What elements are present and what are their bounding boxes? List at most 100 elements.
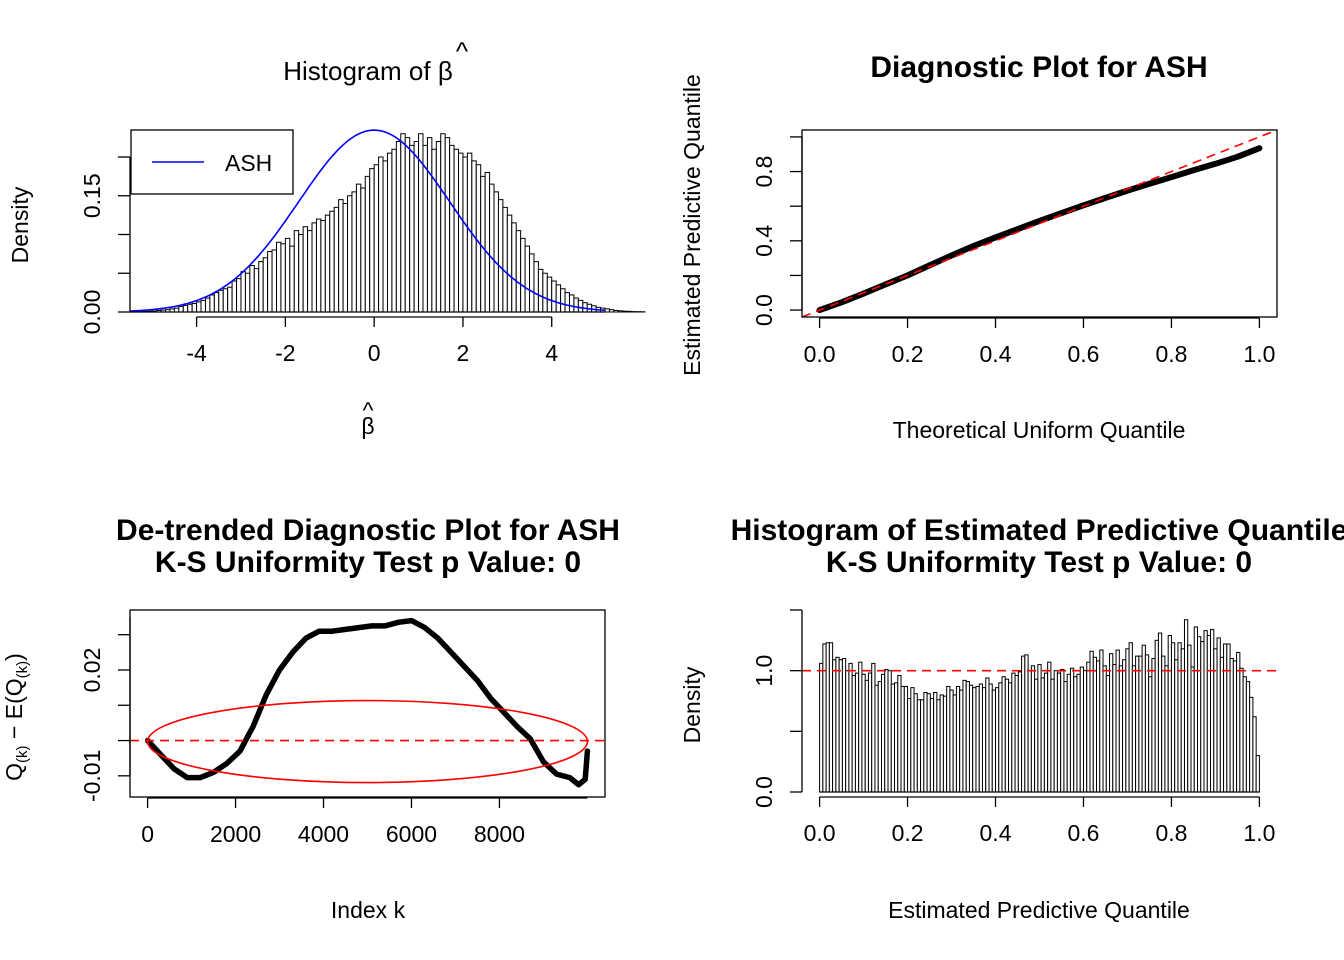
p1-bar bbox=[515, 230, 522, 313]
p3-plot bbox=[130, 617, 605, 788]
p1-bar bbox=[546, 276, 553, 313]
p1-bar bbox=[449, 144, 455, 313]
p1-bar bbox=[475, 164, 482, 313]
p3-x-tick-label: 0 bbox=[141, 821, 154, 847]
p1-bar bbox=[493, 191, 499, 313]
p1-title: Histogram of β bbox=[283, 56, 453, 86]
p1-bar bbox=[267, 251, 273, 313]
p1-bar bbox=[355, 183, 362, 313]
p2-title: Diagnostic Plot for ASH bbox=[870, 51, 1207, 84]
panel-quantile-histogram: Histogram of Estimated Predictive Quanti… bbox=[679, 514, 1344, 923]
p1-bar bbox=[191, 302, 198, 313]
p1-bar bbox=[484, 172, 491, 313]
p1-bar bbox=[622, 310, 628, 313]
p4-xlabel: Estimated Predictive Quantile bbox=[888, 897, 1190, 923]
p1-bar bbox=[440, 133, 446, 313]
panel-diagnostic: Diagnostic Plot for ASH Estimated Predic… bbox=[679, 51, 1278, 443]
p4-x-tick-label: 1.0 bbox=[1243, 820, 1275, 846]
p1-bar bbox=[329, 210, 335, 313]
p4-axes: 0.0 0.2 0.4 0.6 0.8 1.0 0.0 1.0 bbox=[751, 609, 1275, 846]
p1-bar bbox=[533, 261, 539, 313]
p1-bar bbox=[524, 245, 531, 313]
p1-x-tick-label: -2 bbox=[275, 340, 295, 366]
p1-title-hat: ^ bbox=[456, 36, 469, 66]
p1-bar bbox=[395, 141, 402, 313]
panel-detrended: De-trended Diagnostic Plot for ASH K-S U… bbox=[1, 514, 620, 923]
p3-xlabel: Index k bbox=[331, 897, 406, 923]
p1-bar bbox=[489, 183, 495, 313]
p1-bar bbox=[573, 297, 579, 313]
p1-bar bbox=[333, 206, 340, 313]
p1-bar bbox=[564, 292, 570, 313]
p1-bar bbox=[462, 156, 468, 313]
p1-bar bbox=[218, 289, 224, 313]
p1-bar bbox=[555, 284, 562, 313]
p1-bar bbox=[196, 301, 202, 313]
p1-axes: -4 -2 0 2 4 0.00 0.15 bbox=[79, 156, 605, 366]
p3-x-tick-label: 6000 bbox=[386, 821, 437, 847]
p4-ylabel: Density bbox=[679, 666, 705, 743]
p1-bar bbox=[386, 152, 393, 313]
p1-bar bbox=[240, 271, 246, 313]
p4-title-line2: K-S Uniformity Test p Value: 0 bbox=[826, 546, 1252, 579]
p2-axes: 0.0 0.2 0.4 0.6 0.8 1.0 0.0 0.4 0.8 bbox=[751, 129, 1278, 367]
p3-ylabel: Q(k) − E(Q(k)) bbox=[1, 653, 31, 781]
p4-x-tick-label: 0.0 bbox=[804, 820, 836, 846]
p2-x-tick-label: 1.0 bbox=[1243, 341, 1275, 367]
p2-reference-line bbox=[801, 129, 1278, 318]
p1-bar bbox=[236, 278, 242, 313]
p1-bar bbox=[351, 191, 357, 313]
p1-y-tick-label: 0.00 bbox=[79, 290, 105, 335]
p1-bar bbox=[551, 280, 557, 313]
p2-xlabel: Theoretical Uniform Quantile bbox=[893, 417, 1186, 443]
p1-bar bbox=[178, 306, 184, 313]
p1-bar bbox=[222, 288, 229, 313]
p1-bar bbox=[529, 253, 535, 313]
p1-bar bbox=[453, 148, 460, 313]
p2-ylabel: Estimated Predictive Quantile bbox=[679, 74, 705, 376]
p1-bar bbox=[307, 230, 313, 313]
p1-x-tick-label: 2 bbox=[457, 340, 470, 366]
p1-bar bbox=[400, 133, 406, 313]
p1-bar bbox=[227, 286, 233, 313]
p1-bar bbox=[568, 294, 575, 313]
p1-bar bbox=[604, 308, 610, 313]
p1-bar bbox=[347, 195, 353, 313]
p1-bar bbox=[249, 265, 255, 313]
p1-x-tick-label: 0 bbox=[368, 340, 381, 366]
p1-bar bbox=[262, 257, 269, 313]
p1-bar bbox=[324, 214, 331, 313]
p1-xlabel: β bbox=[361, 413, 374, 439]
p2-x-tick-label: 0.0 bbox=[804, 341, 836, 367]
p1-bar bbox=[369, 168, 375, 313]
p1-xlabel-hat: ^ bbox=[363, 397, 374, 423]
p3-y-tick-label: -0.01 bbox=[79, 750, 105, 802]
p2-x-tick-label: 0.8 bbox=[1155, 341, 1187, 367]
p1-bar bbox=[502, 206, 508, 313]
p2-x-tick-label: 0.2 bbox=[892, 341, 924, 367]
p3-x-tick-label: 2000 bbox=[210, 821, 261, 847]
p4-x-tick-label: 0.6 bbox=[1067, 820, 1099, 846]
p1-bar bbox=[275, 241, 282, 313]
p1-bar bbox=[608, 309, 615, 313]
p1-legend-label: ASH bbox=[225, 150, 272, 176]
p1-bar bbox=[302, 226, 309, 313]
p1-bar bbox=[458, 152, 464, 313]
p1-y-tick-label: 0.15 bbox=[79, 173, 105, 218]
p1-bar bbox=[320, 220, 326, 313]
p1-bar bbox=[497, 199, 504, 313]
p1-bar bbox=[382, 160, 388, 313]
p1-bar bbox=[253, 268, 260, 313]
p1-bar bbox=[364, 175, 371, 313]
p1-bar bbox=[204, 297, 211, 313]
p2-y-tick-label: 0.0 bbox=[751, 294, 777, 326]
p1-bar bbox=[258, 261, 264, 313]
p4-y-tick-label: 1.0 bbox=[751, 655, 777, 687]
p1-bar bbox=[409, 144, 415, 313]
p1-bar bbox=[426, 137, 433, 313]
p1-legend: ASH bbox=[130, 129, 294, 195]
p4-bar bbox=[1255, 755, 1260, 793]
p1-bar bbox=[404, 137, 411, 313]
p2-y-tick-label: 0.8 bbox=[751, 156, 777, 188]
p1-bar bbox=[626, 310, 633, 313]
